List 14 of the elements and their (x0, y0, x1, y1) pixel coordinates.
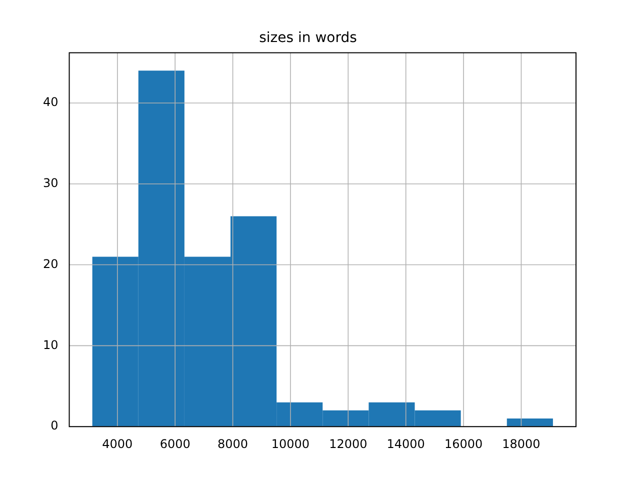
x-tick-label: 16000 (444, 436, 483, 451)
y-tick-label: 30 (42, 176, 58, 190)
x-tick-label: 10000 (271, 436, 310, 451)
y-tick-label: 0 (50, 418, 58, 433)
chart-title: sizes in words (259, 30, 357, 46)
x-tick-label: 12000 (329, 436, 368, 451)
y-tick-label: 10 (42, 338, 58, 352)
y-tick-label: 40 (42, 95, 58, 110)
x-tick-label: 8000 (218, 436, 248, 451)
x-tick-label: 18000 (502, 436, 540, 451)
x-tick-label: 4000 (102, 436, 133, 451)
y-tick-label: 20 (42, 256, 58, 271)
x-tick-label: 14000 (386, 436, 425, 451)
x-tick-label: 6000 (160, 436, 190, 451)
